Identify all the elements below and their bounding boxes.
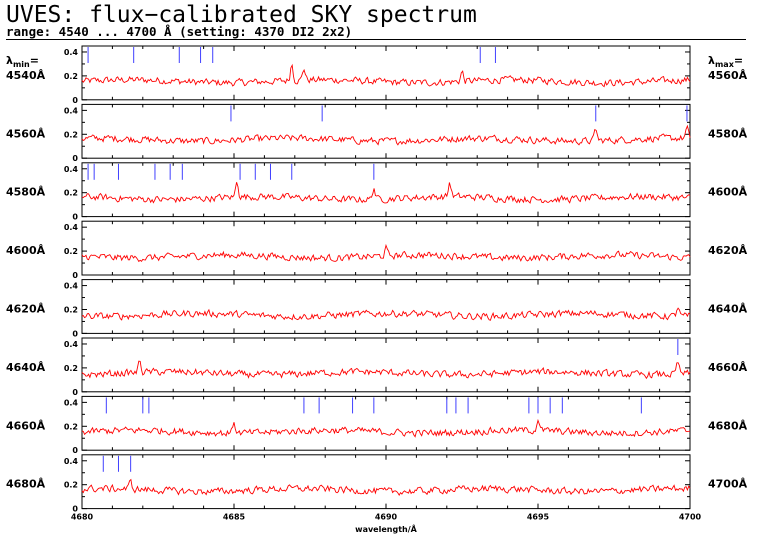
y-tick-label: 0.4 [64, 398, 79, 407]
panel-frame [81, 162, 691, 218]
panel-frame [81, 220, 691, 276]
y-tick-label: 0 [72, 213, 78, 222]
x-tick-label: 4680 [71, 513, 94, 522]
lambda-max-label: 4660Å [708, 361, 748, 374]
lambda-min-symbol: λ [6, 54, 13, 67]
lambda-min-label: 4560Å [6, 127, 46, 140]
y-tick-label: 0.4 [64, 282, 79, 291]
spectrum-panel: 0 0.2 0.4 4580Å 4600Å [6, 162, 748, 222]
y-tick-label: 0.2 [64, 247, 78, 256]
y-tick-label: 0.4 [64, 48, 79, 57]
spectrum-line [81, 182, 691, 204]
y-tick-label: 0 [72, 271, 78, 280]
x-axis-label: wavelength/Å [355, 524, 417, 534]
x-tick-label: 4700 [679, 513, 702, 522]
spectrum-line [81, 124, 691, 146]
panel-frame [81, 103, 691, 159]
y-tick-label: 0 [72, 96, 78, 105]
lambda-max-label: 4640Å [708, 303, 748, 316]
lambda-min-eq: = [30, 54, 39, 67]
spectrum-panel: 0 0.2 0.4 4620Å 4640Å [6, 279, 748, 338]
y-tick-label: 0.4 [64, 165, 79, 174]
y-tick-label: 0.2 [64, 72, 78, 81]
lambda-max-subscript: max [715, 60, 735, 69]
spectrum-line [81, 418, 691, 438]
panel-frame [81, 395, 691, 451]
lambda-max-header: λmax= [708, 54, 743, 69]
spectrum-line [81, 478, 691, 496]
x-tick-label: 4695 [527, 513, 550, 522]
spectrum-line [81, 360, 691, 380]
y-tick-label: 0.4 [64, 223, 79, 232]
title-divider [6, 39, 746, 40]
lambda-min-label: 4640Å [6, 361, 46, 374]
y-tick-label: 0.4 [64, 340, 79, 349]
y-tick-label: 0.2 [64, 189, 78, 198]
spectrum-panel: 0 0.2 0.4 4560Å 4580Å [6, 103, 748, 163]
x-tick-label: 4690 [375, 513, 398, 522]
lambda-min-label: 4600Å [6, 244, 46, 257]
y-tick-label: 0.2 [64, 305, 78, 314]
lambda-max-symbol: λ [708, 54, 715, 67]
y-tick-label: 0 [72, 388, 78, 397]
y-tick-label: 0.2 [64, 481, 78, 490]
lambda-max-label: 4620Å [708, 244, 748, 257]
y-tick-label: 0.2 [64, 130, 78, 139]
y-tick-label: 0.4 [64, 106, 79, 115]
spectrum-panel: 0 0.2 0.4 4660Å 4680Å [6, 395, 748, 455]
panel-frame [81, 337, 691, 393]
lambda-max-label: 4680Å [708, 419, 748, 432]
y-tick-label: 0 [72, 329, 78, 338]
y-tick-label: 0 [72, 154, 78, 163]
y-tick-label: 0 [72, 505, 78, 514]
lambda-min-label: 4620Å [6, 303, 46, 316]
lambda-min-header: λmin= [6, 54, 39, 69]
panel-frame [81, 279, 691, 334]
chart-subtitle: range: 4540 ... 4700 Å (setting: 4370 DI… [6, 24, 353, 39]
spectrum-panel: 0 0.2 0.4 4680Å 4700Å 4680 4685 4690 4695 4700 [6, 454, 748, 522]
y-tick-label: 0.2 [64, 422, 78, 431]
lambda-min-label: 4580Å [6, 186, 46, 199]
lambda-min-label: 4540Å [6, 69, 46, 82]
y-tick-label: 0.4 [64, 457, 79, 466]
lambda-min-label: 4680Å [6, 478, 46, 491]
lambda-min-subscript: min [13, 60, 30, 69]
panel-frame [81, 454, 691, 510]
spectrum-line [81, 243, 691, 263]
lambda-min-label: 4660Å [6, 419, 46, 432]
spectrum-line [81, 63, 691, 88]
lambda-max-label: 4700Å [708, 478, 748, 491]
lambda-max-label: 4560Å [708, 69, 748, 82]
lambda-max-label: 4580Å [708, 127, 748, 140]
panel-frame [81, 45, 691, 101]
spectrum-panel: 0 0.2 0.4 4540Å 4560Å [6, 45, 748, 105]
spectrum-line [81, 307, 691, 321]
spectrum-panel: 0 0.2 0.4 4640Å 4660Å [6, 337, 748, 397]
chart-title: UVES: flux−calibrated SKY spectrum [6, 2, 477, 28]
lambda-max-eq: = [734, 54, 743, 67]
lambda-max-label: 4600Å [708, 186, 748, 199]
x-tick-label: 4685 [223, 513, 246, 522]
y-tick-label: 0.2 [64, 364, 78, 373]
y-tick-label: 0 [72, 446, 78, 455]
spectrum-panel: 0 0.2 0.4 4600Å 4620Å [6, 220, 748, 280]
